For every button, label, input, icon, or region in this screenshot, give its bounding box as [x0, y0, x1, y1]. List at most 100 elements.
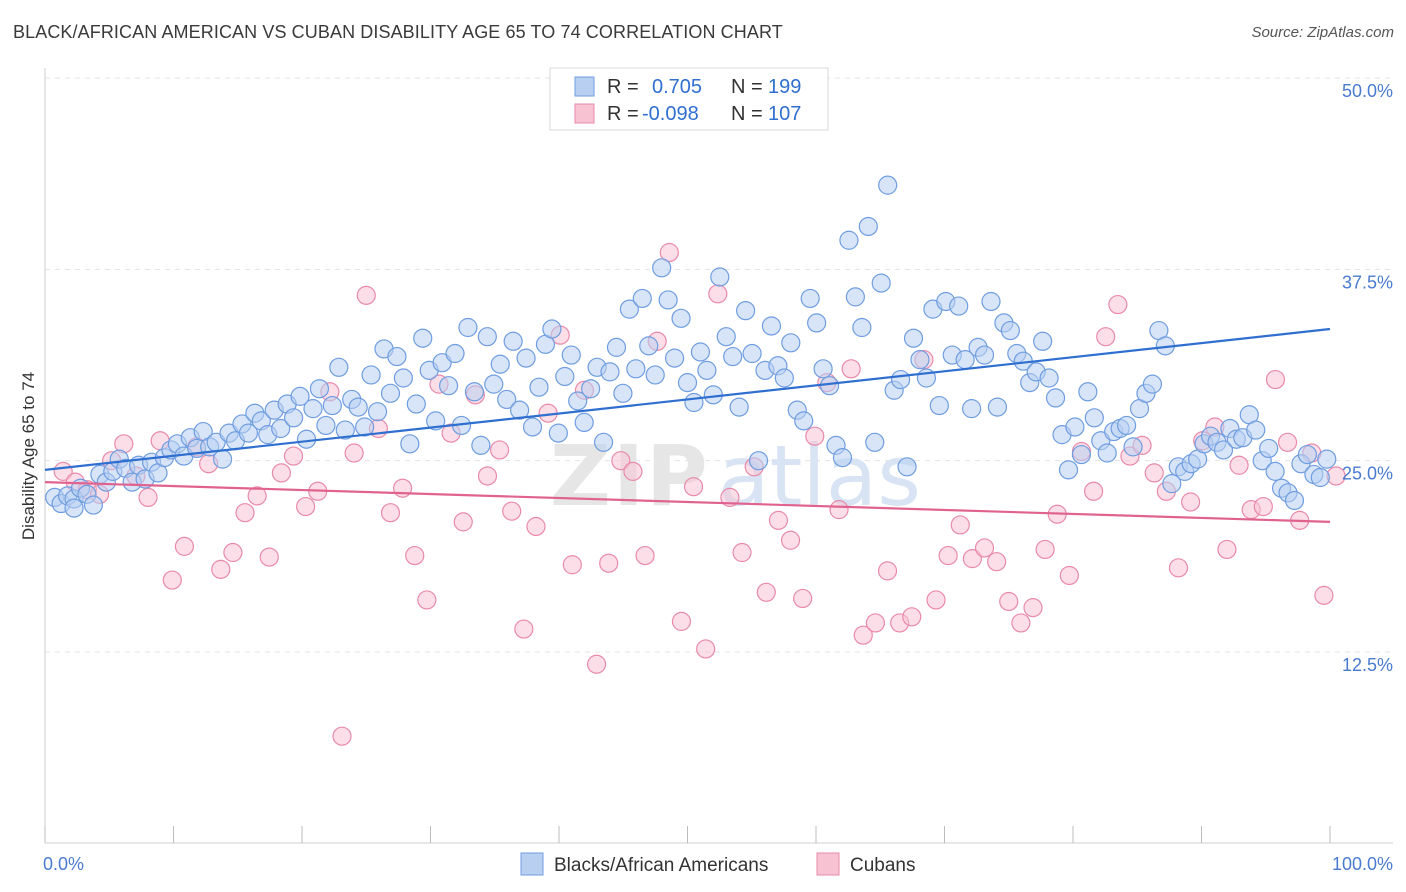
cubans-point — [611, 451, 631, 471]
blacks-point — [671, 308, 691, 328]
blacks-point — [438, 376, 459, 396]
cubans-point — [211, 559, 231, 579]
legend-n-value-1: 199 — [768, 76, 801, 98]
cubans-point — [599, 553, 619, 573]
blacks-point — [503, 331, 523, 351]
legend-swatch-pink — [574, 103, 595, 124]
bottom-legend-label-pink: Cubans — [850, 855, 916, 876]
blacks-point — [871, 273, 891, 293]
blacks-point — [1071, 444, 1091, 465]
blacks-point — [432, 353, 452, 373]
blacks-point — [613, 383, 633, 403]
blacks-point — [781, 333, 801, 353]
blacks-point — [903, 328, 924, 348]
blacks-point — [322, 395, 342, 416]
blacks-point — [716, 327, 736, 347]
blacks-point — [1058, 460, 1079, 480]
blacks-point — [774, 368, 794, 388]
cubans-point — [853, 625, 873, 645]
blacks-point — [497, 389, 517, 410]
blacks-point — [387, 346, 407, 367]
blacks-point — [987, 397, 1008, 417]
blacks-point — [832, 448, 853, 468]
cubans-point — [259, 547, 279, 567]
blacks-point — [516, 348, 536, 368]
bottom-legend-swatch-pink — [816, 852, 840, 876]
blacks-point — [477, 327, 497, 347]
blacks-point — [645, 365, 665, 385]
blacks-point — [1078, 382, 1098, 402]
blacks-point — [981, 291, 1001, 312]
blacks-point — [484, 374, 504, 394]
blacks-point — [426, 411, 446, 431]
y-tick-label-0: 12.5% — [1342, 655, 1393, 675]
cubans-point — [174, 536, 195, 556]
bottom-legend-label-blue: Blacks/African Americans — [554, 855, 768, 876]
legend-r-value-2: -0.098 — [642, 103, 699, 125]
blacks-point — [794, 411, 814, 431]
blacks-point — [1084, 408, 1104, 428]
cubans-point — [514, 619, 534, 639]
cubans-point — [562, 555, 582, 575]
blacks-point — [568, 391, 588, 411]
legend-swatch-blue — [574, 76, 595, 97]
cubans-point — [502, 501, 522, 521]
cubans-point — [756, 582, 776, 602]
blacks-point — [593, 432, 614, 452]
x-tick-label-min: 0.0% — [43, 854, 84, 874]
cubans-point — [732, 542, 752, 563]
blacks-point — [355, 417, 375, 437]
cubans-point — [453, 512, 473, 532]
blacks-point — [1246, 420, 1266, 440]
blacks-point — [510, 400, 530, 420]
correlation-legend: R = 0.705 N = 199 R = -0.098 N = 107 — [549, 67, 829, 131]
cubans-point — [793, 588, 813, 609]
cubans-point — [950, 515, 970, 535]
cubans-point — [1253, 496, 1273, 517]
cubans-point — [489, 440, 510, 460]
x-axis-ticks — [44, 826, 1331, 843]
blacks-point — [1284, 490, 1305, 511]
y-tick-label-2: 37.5% — [1342, 272, 1393, 292]
cubans-point — [974, 538, 995, 558]
chart-title: BLACK/AFRICAN AMERICAN VS CUBAN DISABILI… — [13, 22, 783, 42]
cubans-point — [271, 463, 291, 483]
cubans-point — [1144, 463, 1164, 483]
cubans-point — [477, 466, 498, 486]
blacks-point — [413, 328, 433, 348]
blacks-point — [1265, 461, 1285, 481]
blacks-point — [878, 175, 898, 195]
blacks-point — [858, 216, 878, 237]
blacks-point — [813, 359, 833, 379]
blacks-point — [723, 346, 743, 367]
blacks-point — [865, 432, 885, 452]
blacks-point — [910, 350, 930, 370]
blacks-point — [64, 498, 84, 518]
blacks-point — [1142, 374, 1163, 394]
legend-n-label-1: N = — [731, 76, 763, 98]
cubans-point — [829, 500, 849, 520]
blacks-point — [839, 230, 859, 250]
blacks-point — [1213, 440, 1234, 460]
blacks-point — [639, 336, 659, 356]
cubans-point — [1011, 613, 1031, 633]
blacks-point — [335, 420, 355, 440]
cubans-point — [780, 530, 801, 550]
blacks-point — [736, 301, 756, 321]
blacks-point — [890, 369, 911, 390]
blacks-point — [974, 345, 995, 365]
trend-line-blacks — [44, 327, 1331, 471]
blacks-point — [1033, 331, 1053, 351]
cubans-point — [356, 285, 376, 305]
blacks-point — [1116, 415, 1137, 436]
grid-lines — [45, 77, 1393, 653]
cubans-point — [1059, 565, 1079, 586]
blacks-point — [529, 377, 549, 397]
source-note: Source: ZipAtlas.com — [1251, 24, 1394, 41]
cubans-point — [671, 611, 692, 631]
blacks-point — [684, 392, 704, 413]
blacks-point — [445, 343, 465, 364]
blacks-point — [761, 316, 782, 336]
blacks-point — [290, 386, 310, 406]
